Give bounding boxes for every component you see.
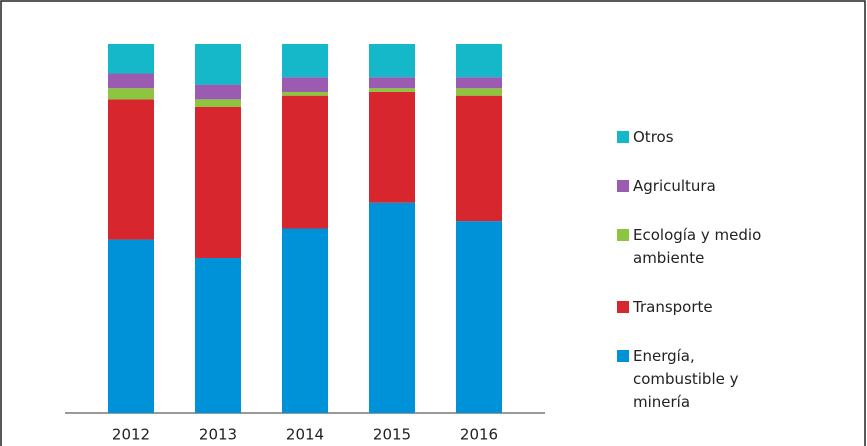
bar-segment [369,91,415,203]
bar-segment [195,258,241,413]
bar-segment [108,88,154,100]
legend-swatch [617,180,629,192]
bar-segment [369,77,415,89]
legend-label: Transporte [633,298,713,316]
legend-swatch [617,350,629,362]
bar-segment [195,99,241,107]
x-tick-label: 2015 [373,426,411,444]
bar-segment [282,228,328,413]
legend-item: Transporte [617,296,817,319]
bar-segment [282,91,328,96]
bar-segment [456,88,502,96]
bar-segment [369,44,415,78]
legend: Otros Agricultura Ecología y medio ambient… [617,126,817,440]
legend-swatch [617,301,629,313]
bar-segment [108,239,154,413]
bar-segment [456,221,502,413]
bar-segment [282,77,328,92]
bar-segment [369,202,415,413]
legend-swatch [617,229,629,241]
legend-swatch [617,131,629,143]
legend-label: Ecología y medio ambiente [633,226,762,267]
x-tick-label: 2014 [286,426,324,444]
x-tick-label: 2012 [112,426,150,444]
bar-segment [282,44,328,78]
bar-segment [108,99,154,240]
legend-item: Otros [617,126,817,149]
bar-segment [282,95,328,229]
bar-segment [195,106,241,259]
bar-segment [369,88,415,92]
bar-segment [195,84,241,100]
bar-segment [195,44,241,85]
legend-item: Ecología y medio ambiente [617,224,817,270]
bar-segment [456,44,502,78]
bar-segment [108,44,154,74]
legend-item: Energía, combustible y minería [617,345,817,414]
x-tick-label: 2016 [460,426,498,444]
bar-segment [456,95,502,222]
legend-item: Agricultura [617,175,817,198]
bar-segment [456,77,502,89]
x-tick-label: 2013 [199,426,237,444]
bar-segment [108,73,154,89]
legend-label: Energía, combustible y minería [633,347,739,411]
legend-label: Otros [633,128,674,146]
legend-label: Agricultura [633,177,716,195]
